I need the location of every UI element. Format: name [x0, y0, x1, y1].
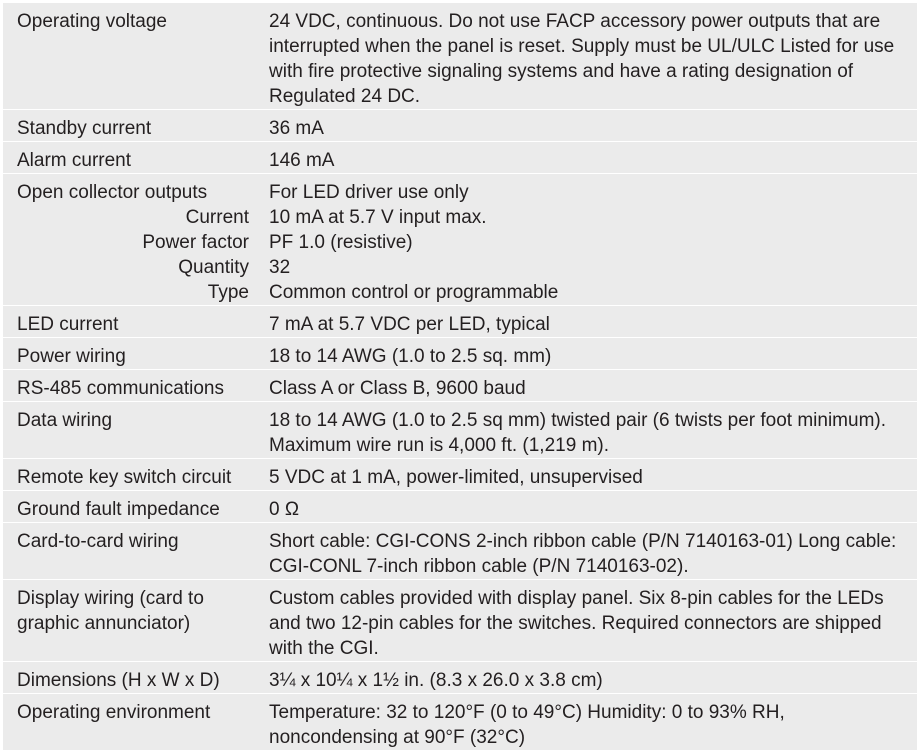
spec-label: Remote key switch circuit — [3, 458, 255, 491]
spec-value: 24 VDC, continuous. Do not use FACP acce… — [255, 3, 917, 110]
spec-row-remote-key-switch-circuit: Remote key switch circuit 5 VDC at 1 mA,… — [3, 458, 917, 491]
specifications-table: Operating voltage 24 VDC, continuous. Do… — [3, 3, 917, 751]
spec-label: Standby current — [3, 109, 255, 142]
sub-label-type: Type — [207, 282, 249, 303]
spec-label: Data wiring — [3, 401, 255, 459]
sub-value-power-factor: PF 1.0 (resistive) — [269, 232, 413, 253]
spec-label: Operating voltage — [3, 3, 255, 110]
spec-row-led-current: LED current 7 mA at 5.7 VDC per LED, typ… — [3, 305, 917, 338]
spec-value: Short cable: CGI-CONS 2-inch ribbon cabl… — [255, 522, 917, 580]
spec-row-card-to-card-wiring: Card-to-card wiring Short cable: CGI-CON… — [3, 522, 917, 580]
spec-row-standby-current: Standby current 36 mA — [3, 109, 917, 142]
sub-label-power-factor: Power factor — [142, 232, 249, 253]
spec-value: For LED driver use only — [269, 182, 469, 203]
spec-label: Dimensions (H x W x D) — [3, 661, 255, 694]
spec-value: 3¼ x 10¼ x 1½ in. (8.3 x 26.0 x 3.8 cm) — [255, 661, 917, 694]
sub-label-quantity: Quantity — [178, 257, 249, 278]
spec-label-group: Open collector outputs Current Power fac… — [3, 173, 255, 306]
sub-value-type: Common control or programmable — [269, 282, 559, 303]
spec-value: Custom cables provided with display pane… — [255, 579, 917, 662]
spec-label: Open collector outputs — [17, 182, 208, 203]
spec-value-group: 18 to 14 AWG (1.0 to 2.5 sq mm) twisted … — [255, 401, 917, 459]
spec-value: 7 mA at 5.7 VDC per LED, typical — [255, 305, 917, 338]
spec-row-rs485-communications: RS-485 communications Class A or Class B… — [3, 369, 917, 402]
spec-value: 36 mA — [255, 109, 917, 142]
sub-value-quantity: 32 — [269, 257, 291, 278]
spec-label: LED current — [3, 305, 255, 338]
spec-value-note: Maximum wire run is 4,000 ft. (1,219 m). — [269, 435, 609, 456]
spec-row-power-wiring: Power wiring 18 to 14 AWG (1.0 to 2.5 sq… — [3, 337, 917, 370]
spec-value: Temperature: 32 to 120°F (0 to 49°C) Hum… — [255, 693, 917, 751]
spec-value: 18 to 14 AWG (1.0 to 2.5 sq. mm) — [255, 337, 917, 370]
spec-row-dimensions: Dimensions (H x W x D) 3¼ x 10¼ x 1½ in.… — [3, 661, 917, 694]
spec-row-operating-voltage: Operating voltage 24 VDC, continuous. Do… — [3, 3, 917, 110]
spec-row-display-wiring: Display wiring (card to graphic annuncia… — [3, 579, 917, 662]
spec-row-ground-fault-impedance: Ground fault impedance 0 Ω — [3, 490, 917, 523]
spec-value: Class A or Class B, 9600 baud — [255, 369, 917, 402]
sub-label-current: Current — [185, 207, 249, 228]
spec-label: Power wiring — [3, 337, 255, 370]
spec-label: Display wiring (card to graphic annuncia… — [3, 579, 255, 662]
spec-label: Card-to-card wiring — [3, 522, 255, 580]
spec-label: RS-485 communications — [3, 369, 255, 402]
spec-label: Ground fault impedance — [3, 490, 255, 523]
spec-label: Alarm current — [3, 141, 255, 174]
spec-value: 146 mA — [255, 141, 917, 174]
spec-row-data-wiring: Data wiring 18 to 14 AWG (1.0 to 2.5 sq … — [3, 401, 917, 459]
spec-row-open-collector-outputs: Open collector outputs Current Power fac… — [3, 173, 917, 306]
spec-value: 5 VDC at 1 mA, power-limited, unsupervis… — [255, 458, 917, 491]
spec-row-alarm-current: Alarm current 146 mA — [3, 141, 917, 174]
spec-label: Operating environment — [3, 693, 255, 751]
spec-row-operating-environment: Operating environment Temperature: 32 to… — [3, 693, 917, 751]
spec-value: 18 to 14 AWG (1.0 to 2.5 sq mm) twisted … — [269, 410, 886, 431]
spec-value-group: For LED driver use only 10 mA at 5.7 V i… — [255, 173, 917, 306]
sub-value-current: 10 mA at 5.7 V input max. — [269, 207, 487, 228]
spec-value: 0 Ω — [255, 490, 917, 523]
